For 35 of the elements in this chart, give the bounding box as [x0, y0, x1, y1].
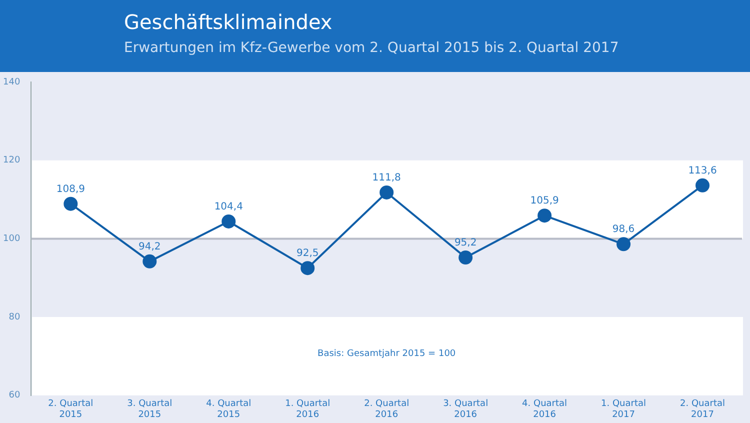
- x-tick-label: 1. Quartal 2017: [601, 399, 646, 420]
- point: [696, 178, 710, 192]
- data-label: 113,6: [688, 165, 717, 176]
- x-tick-label: 3. Quartal 2016: [443, 399, 488, 420]
- x-tick-label: 3. Quartal 2015: [127, 399, 172, 420]
- chart-subtitle: Erwartungen im Kfz-Gewerbe vom 2. Quartal 2015 bis 2. Quartal 2017: [124, 40, 620, 56]
- point: [64, 196, 78, 211]
- data-label: 108,9: [56, 184, 85, 195]
- point: [300, 261, 315, 276]
- y-tick-label: 140: [2, 77, 20, 88]
- data-label: 98,6: [612, 224, 635, 236]
- x-tick-label: 2. Quartal 2017: [680, 399, 726, 420]
- y-tick-label: 120: [2, 156, 20, 166]
- data-label: 105,9: [530, 196, 559, 207]
- data-label: 94,2: [138, 241, 161, 252]
- data-label: 92,5: [296, 248, 319, 260]
- point: [222, 214, 236, 228]
- x-tick-label: 4. Quartal 2016: [522, 399, 568, 420]
- y-tick-label: 60: [8, 390, 20, 401]
- x-tick-label: 1. Quartal 2016: [285, 399, 330, 420]
- y-tick-label: 100: [2, 234, 20, 244]
- point: [458, 250, 473, 265]
- point: [380, 185, 394, 200]
- y-tick-label: 80: [8, 312, 20, 322]
- data-label: 104,4: [214, 201, 243, 212]
- x-tick-label: 2. Quartal 2016: [364, 399, 410, 420]
- data-label: 111,8: [372, 172, 401, 184]
- x-tick-label: 2. Quartal 2015: [48, 399, 94, 420]
- chart-title: Geschäftsklimaindex: [124, 10, 334, 34]
- point: [538, 208, 552, 223]
- data-label: 95,2: [454, 238, 477, 249]
- point: [142, 254, 157, 268]
- x-tick-label: 4. Quartal 2015: [206, 399, 252, 420]
- annotation: Basis: Gesamtjahr 2015 = 100: [318, 349, 456, 360]
- point: [616, 237, 631, 252]
